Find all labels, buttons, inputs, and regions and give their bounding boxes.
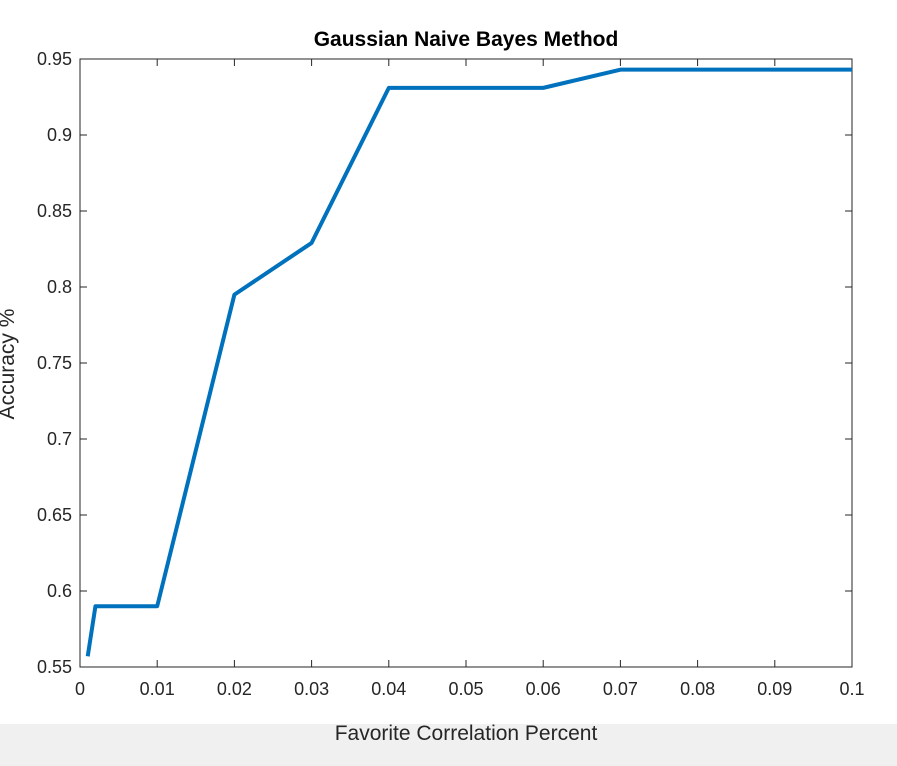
y-tick-label: 0.85 [37, 201, 72, 221]
data-point [232, 293, 236, 297]
y-tick-label: 0.8 [47, 277, 72, 297]
plot-area [85, 67, 854, 658]
x-tick-label: 0.09 [757, 679, 792, 699]
y-tick-label: 0.65 [37, 505, 72, 525]
y-tick-label: 0.9 [47, 125, 72, 145]
figure-bottom-strip [0, 724, 897, 766]
y-tick-label: 0.55 [37, 657, 72, 677]
data-point [155, 604, 159, 608]
x-tick-label: 0.07 [603, 679, 638, 699]
data-point [618, 68, 622, 72]
labels: Gaussian Naive Bayes Method Favorite Cor… [0, 28, 865, 745]
axes [79, 58, 853, 668]
y-tick-label: 0.6 [47, 581, 72, 601]
x-tick-label: 0 [75, 679, 85, 699]
x-tick-label: 0.1 [839, 679, 864, 699]
series-line [85, 67, 852, 657]
x-tick-label: 0.08 [680, 679, 715, 699]
data-point [93, 604, 97, 608]
chart-title: Gaussian Naive Bayes Method [314, 28, 619, 51]
data-point [541, 86, 545, 90]
data-point [387, 86, 391, 90]
x-tick-label: 0.04 [371, 679, 406, 699]
x-tick-label: 0.06 [526, 679, 561, 699]
data-point [86, 654, 90, 658]
y-axis-label: Accuracy % [0, 309, 19, 420]
data-point [696, 68, 700, 72]
data-point [850, 68, 854, 72]
data-point [464, 86, 468, 90]
x-tick-label: 0.03 [294, 679, 329, 699]
y-tick-label: 0.7 [47, 429, 72, 449]
data-point [773, 68, 777, 72]
x-tick-label: 0.01 [140, 679, 175, 699]
y-tick-label: 0.75 [37, 353, 72, 373]
x-axis-label: Favorite Correlation Percent [335, 722, 598, 745]
plot-box [79, 58, 853, 668]
x-tick-label: 0.02 [217, 679, 252, 699]
x-tick-label: 0.05 [448, 679, 483, 699]
data-point [310, 241, 314, 245]
y-tick-label: 0.95 [37, 49, 72, 69]
